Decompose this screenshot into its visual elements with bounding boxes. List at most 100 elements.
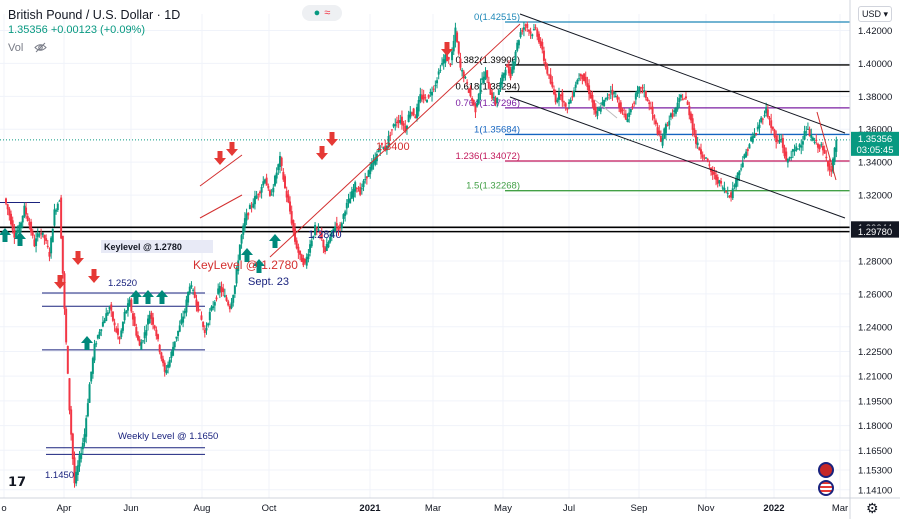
sell-arrow-icon: [214, 151, 226, 165]
candle-body: [666, 124, 669, 126]
x-tick-label: 2022: [763, 503, 784, 514]
y-tick-label: 1.16500: [858, 446, 892, 457]
candle-body: [155, 329, 158, 337]
candle-body: [352, 189, 355, 198]
candle-body: [150, 312, 153, 319]
x-tick-label: Nov: [698, 503, 715, 514]
candle-body: [60, 197, 63, 239]
x-tick-label: Apr: [57, 503, 72, 514]
volume-label[interactable]: Vol: [8, 42, 24, 54]
candle-body: [823, 149, 826, 154]
settings-gear-icon[interactable]: ⚙: [866, 500, 879, 516]
candle-body: [362, 180, 365, 188]
x-tick-label: Jul: [563, 503, 575, 514]
candle-body: [387, 136, 390, 146]
candle-body: [761, 118, 764, 120]
candle-body: [452, 40, 455, 52]
candle-body: [489, 89, 492, 95]
candle-body: [392, 124, 395, 127]
candle-body: [805, 131, 808, 133]
candle-body: [728, 195, 731, 198]
candle-body: [220, 286, 223, 292]
eye-hidden-icon[interactable]: [34, 42, 47, 53]
candle-body: [497, 90, 500, 95]
tradingview-logo-icon[interactable]: 𝟭𝟳: [8, 474, 27, 489]
candle-body: [780, 138, 783, 140]
candle-body: [394, 124, 397, 126]
candle-body: [743, 154, 746, 159]
candle-body: [763, 115, 766, 117]
candle-body: [603, 99, 606, 107]
candle-body: [723, 187, 726, 191]
trendlines: [199, 13, 846, 258]
candle-body: [138, 339, 141, 346]
candle-body: [143, 332, 146, 339]
candle-body: [48, 251, 51, 257]
candle-body: [676, 102, 679, 110]
status-indicators[interactable]: ● ≈: [302, 5, 342, 21]
y-tick-label: 1.34000: [858, 158, 892, 169]
candle-body: [153, 325, 156, 329]
candle-body: [364, 179, 367, 181]
candle-body: [225, 297, 228, 301]
candle-body: [658, 130, 661, 134]
candle-body: [247, 212, 250, 216]
candle-body: [300, 254, 303, 262]
gbp-flag-icon[interactable]: [818, 462, 834, 478]
candle-body: [228, 306, 231, 310]
candle-body: [188, 286, 191, 294]
candle-body: [733, 185, 736, 187]
candle-body: [636, 90, 639, 94]
candle-body: [753, 133, 756, 138]
candle-body: [596, 111, 599, 116]
fib-level-label: 0.618(1.38294): [456, 81, 520, 92]
x-tick-label: Sep: [631, 503, 648, 514]
candle-body: [705, 157, 708, 159]
candle-body: [141, 340, 144, 342]
candle-body: [756, 126, 759, 130]
candle-body: [781, 137, 784, 148]
candle-body: [738, 170, 741, 176]
candle-body: [68, 378, 71, 411]
candle-body: [816, 143, 819, 148]
x-tick-label: Oct: [262, 503, 277, 514]
candle-body: [720, 181, 723, 184]
currency-dropdown[interactable]: USD ▾: [858, 6, 892, 22]
candle-body: [696, 142, 699, 146]
candle-body: [21, 215, 24, 223]
usd-flag-icon[interactable]: [818, 480, 834, 496]
candle-body: [180, 319, 183, 324]
candle-body: [115, 328, 118, 333]
candle-body: [162, 358, 165, 364]
candle-body: [469, 87, 472, 97]
symbol-title[interactable]: British Pound / U.S. Dollar · 1D: [8, 8, 181, 22]
candle-body: [160, 352, 163, 359]
candle-body: [240, 235, 243, 244]
candle-body: [715, 174, 718, 180]
candle-body: [123, 312, 126, 321]
y-tick-label: 1.22500: [858, 347, 892, 358]
candle-body: [320, 233, 323, 239]
candle-body: [467, 88, 470, 93]
y-tick-label: 1.19500: [858, 396, 892, 407]
candle-body: [821, 145, 824, 151]
candle-body: [451, 51, 454, 61]
candle-body: [563, 101, 566, 103]
candle-body: [217, 288, 220, 294]
candle-body: [673, 110, 676, 113]
candle-body: [278, 156, 281, 167]
candle-body: [546, 66, 549, 74]
candle-body: [517, 40, 520, 46]
candle-body: [38, 234, 41, 236]
buy-arrow-icon: [14, 232, 26, 246]
candle-body: [785, 151, 788, 161]
candle-body: [116, 328, 119, 335]
candle-body: [350, 191, 353, 199]
candle-body: [395, 121, 398, 124]
annotation-bg: [101, 240, 213, 253]
candle-body: [372, 160, 375, 164]
chart-annotation: 1.1450: [45, 470, 74, 481]
market-open-icon: ●: [313, 7, 321, 19]
candle-body: [421, 95, 423, 100]
